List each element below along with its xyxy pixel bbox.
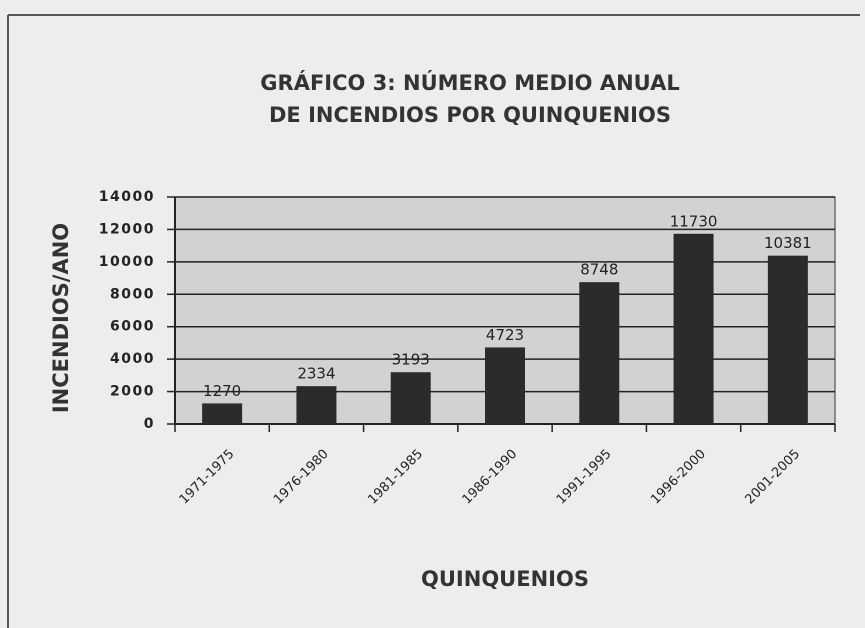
value-label: 4723 (486, 326, 524, 344)
value-label: 10381 (764, 234, 812, 252)
bar (673, 233, 714, 424)
x-axis-label: QUINQUENIOS (421, 567, 589, 591)
bar (485, 347, 525, 424)
y-tick-label: 8000 (110, 286, 155, 302)
y-tick-label: 12000 (99, 221, 155, 237)
value-label: 3193 (392, 351, 430, 369)
chart-title: DE INCENDIOS POR QUINQUENIOS (269, 103, 671, 127)
bar (767, 255, 808, 424)
y-tick-label: 14000 (99, 189, 155, 205)
y-tick-label: 6000 (110, 319, 155, 335)
value-label: 2334 (297, 365, 335, 383)
y-tick-label: 4000 (110, 351, 155, 367)
value-label: 8748 (580, 261, 618, 279)
bar (202, 403, 243, 424)
y-tick-label: 0 (144, 416, 155, 432)
bar (296, 386, 337, 424)
bar (579, 282, 620, 424)
chart-title: GRÁFICO 3: NÚMERO MEDIO ANUAL (260, 70, 679, 95)
bar (390, 372, 431, 424)
y-tick-label: 2000 (110, 384, 155, 400)
y-axis-label: INCENDIOS/ANO (49, 223, 73, 413)
y-tick-label: 10000 (99, 254, 155, 270)
value-label: 1270 (203, 382, 241, 400)
value-label: 11730 (670, 212, 718, 230)
